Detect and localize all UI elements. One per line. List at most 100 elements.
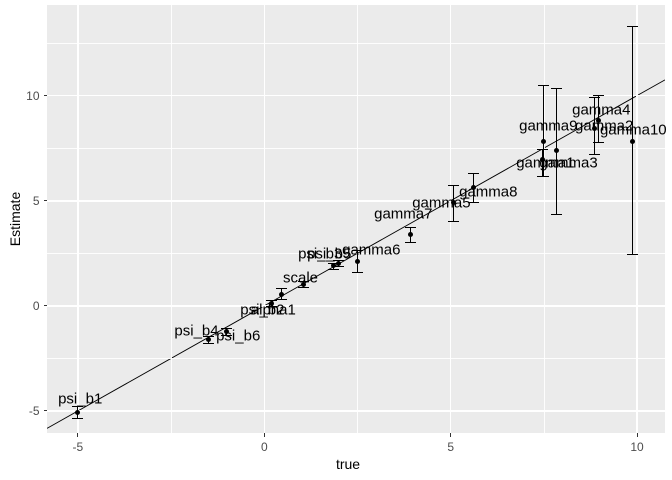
error-cap-top-gamma6 <box>352 250 363 252</box>
error-cap-bottom-gamma2 <box>588 153 600 155</box>
x-major-gridline <box>77 5 79 433</box>
error-cap-top-psi_b4 <box>202 335 214 337</box>
error-cap-top-gamma1 <box>536 149 548 151</box>
error-cap-bottom-gamma7 <box>405 242 417 244</box>
x-axis-title: true <box>335 456 361 472</box>
plot-panel <box>47 5 665 433</box>
data-point-gamma10 <box>629 138 635 144</box>
y-minor-gridline <box>47 147 665 149</box>
error-cap-bottom-scale <box>297 287 309 288</box>
error-cap-top-psi_b3 <box>328 262 340 264</box>
y-tick-mark <box>43 410 47 412</box>
point-label-gamma9: gamma9 <box>519 117 578 135</box>
data-point-gamma4 <box>595 118 601 124</box>
point-label-psi_b4: psi_b4 <box>174 322 219 340</box>
data-point-psi_b2 <box>269 301 275 307</box>
x-tick-label: -5 <box>72 440 84 454</box>
error-bar-gamma1 <box>541 149 543 177</box>
x-minor-gridline <box>543 5 545 433</box>
y-minor-gridline <box>47 358 665 359</box>
y-minor-gridline <box>47 252 665 254</box>
y-tick-mark <box>43 305 47 307</box>
error-cap-bottom-gamma6 <box>352 272 363 274</box>
point-label-scale: scale <box>282 269 319 287</box>
point-label-gamma3: gamma3 <box>539 154 598 172</box>
point-label-psi_b3: psi_b3 <box>298 245 343 263</box>
data-point-gamma2 <box>591 125 597 131</box>
y-major-gridline <box>47 305 665 307</box>
y-tick-label: -5 <box>28 403 40 418</box>
identity-line <box>47 79 665 429</box>
point-label-psi_b1: psi_b1 <box>58 390 103 408</box>
point-label-gamma10: gamma10 <box>599 121 667 139</box>
data-point-gamma7 <box>408 231 414 237</box>
y-tick-mark <box>43 95 47 97</box>
error-cap-bottom-psi_b6 <box>220 334 232 336</box>
error-cap-top-psi_b5 <box>333 259 344 261</box>
error-cap-top-gamma3 <box>550 88 562 90</box>
error-cap-bottom-gamma5 <box>448 220 460 222</box>
data-point-gamma3 <box>553 147 559 153</box>
error-cap-top-psi_b1 <box>72 406 84 408</box>
data-point-gamma9 <box>541 139 547 145</box>
data-point-psi_b4 <box>205 336 211 342</box>
error-cap-top-psi_b6 <box>220 327 232 329</box>
y-tick-label: 10 <box>26 88 40 103</box>
point-label-psi_b6: psi_b6 <box>216 327 261 345</box>
point-label-alpha1: alpha1 <box>250 301 296 319</box>
error-cap-top-gamma4 <box>592 94 604 96</box>
error-cap-bottom-alpha1 <box>275 298 287 300</box>
y-tick-label: 0 <box>32 298 40 313</box>
error-cap-top-gamma8 <box>467 173 479 175</box>
error-cap-bottom-gamma8 <box>467 202 479 204</box>
data-point-psi_b3 <box>331 263 337 269</box>
error-cap-top-gamma7 <box>405 226 417 228</box>
error-bar-gamma9 <box>543 85 545 177</box>
error-cap-bottom-gamma4 <box>592 141 604 143</box>
error-cap-top-gamma2 <box>588 96 600 98</box>
x-major-gridline <box>636 5 638 433</box>
data-point-gamma6 <box>355 259 360 265</box>
point-label-gamma1: gamma1 <box>516 154 575 172</box>
x-tick-mark <box>450 433 452 437</box>
y-major-gridline <box>47 94 665 97</box>
data-point-gamma5 <box>451 200 457 206</box>
y-major-gridline <box>47 410 665 412</box>
error-cap-bottom-psi_b1 <box>72 417 84 419</box>
point-label-gamma6: gamma6 <box>342 241 401 259</box>
x-tick-mark <box>636 433 638 437</box>
error-cap-top-gamma9 <box>538 85 550 87</box>
y-tick-mark <box>43 200 47 202</box>
error-cap-top-scale <box>297 280 309 282</box>
data-point-gamma8 <box>470 184 476 190</box>
error-cap-top-psi_b2 <box>266 299 278 301</box>
x-minor-gridline <box>357 5 358 433</box>
error-cap-bottom-psi_b3 <box>328 269 340 271</box>
point-label-gamma7: gamma7 <box>374 205 433 223</box>
data-point-alpha1 <box>278 291 284 297</box>
x-tick-mark <box>263 433 265 437</box>
error-cap-top-gamma5 <box>448 184 460 186</box>
error-cap-bottom-psi_b5 <box>333 265 344 267</box>
x-tick-label: 0 <box>260 440 268 454</box>
point-label-gamma4: gamma4 <box>572 101 631 119</box>
error-cap-bottom-gamma10 <box>626 254 638 256</box>
data-point-psi_b5 <box>336 260 341 266</box>
data-point-psi_b1 <box>75 409 81 415</box>
x-tick-label: 5 <box>447 440 455 454</box>
error-cap-top-alpha1 <box>275 288 287 290</box>
error-bar-gamma2 <box>593 96 595 155</box>
data-point-psi_b6 <box>223 329 229 334</box>
y-minor-gridline <box>47 42 665 44</box>
error-cap-bottom-gamma1 <box>536 175 548 177</box>
x-major-gridline <box>263 5 266 433</box>
point-label-psi_b2: psi_b2 <box>240 301 285 319</box>
x-tick-mark <box>77 433 79 437</box>
point-label-gamma8: gamma8 <box>459 183 518 201</box>
error-cap-bottom-psi_b2 <box>266 305 278 307</box>
error-cap-top-gamma10 <box>626 26 638 28</box>
error-cap-bottom-gamma3 <box>550 214 562 216</box>
x-minor-gridline <box>170 5 172 433</box>
y-major-gridline <box>47 200 665 202</box>
